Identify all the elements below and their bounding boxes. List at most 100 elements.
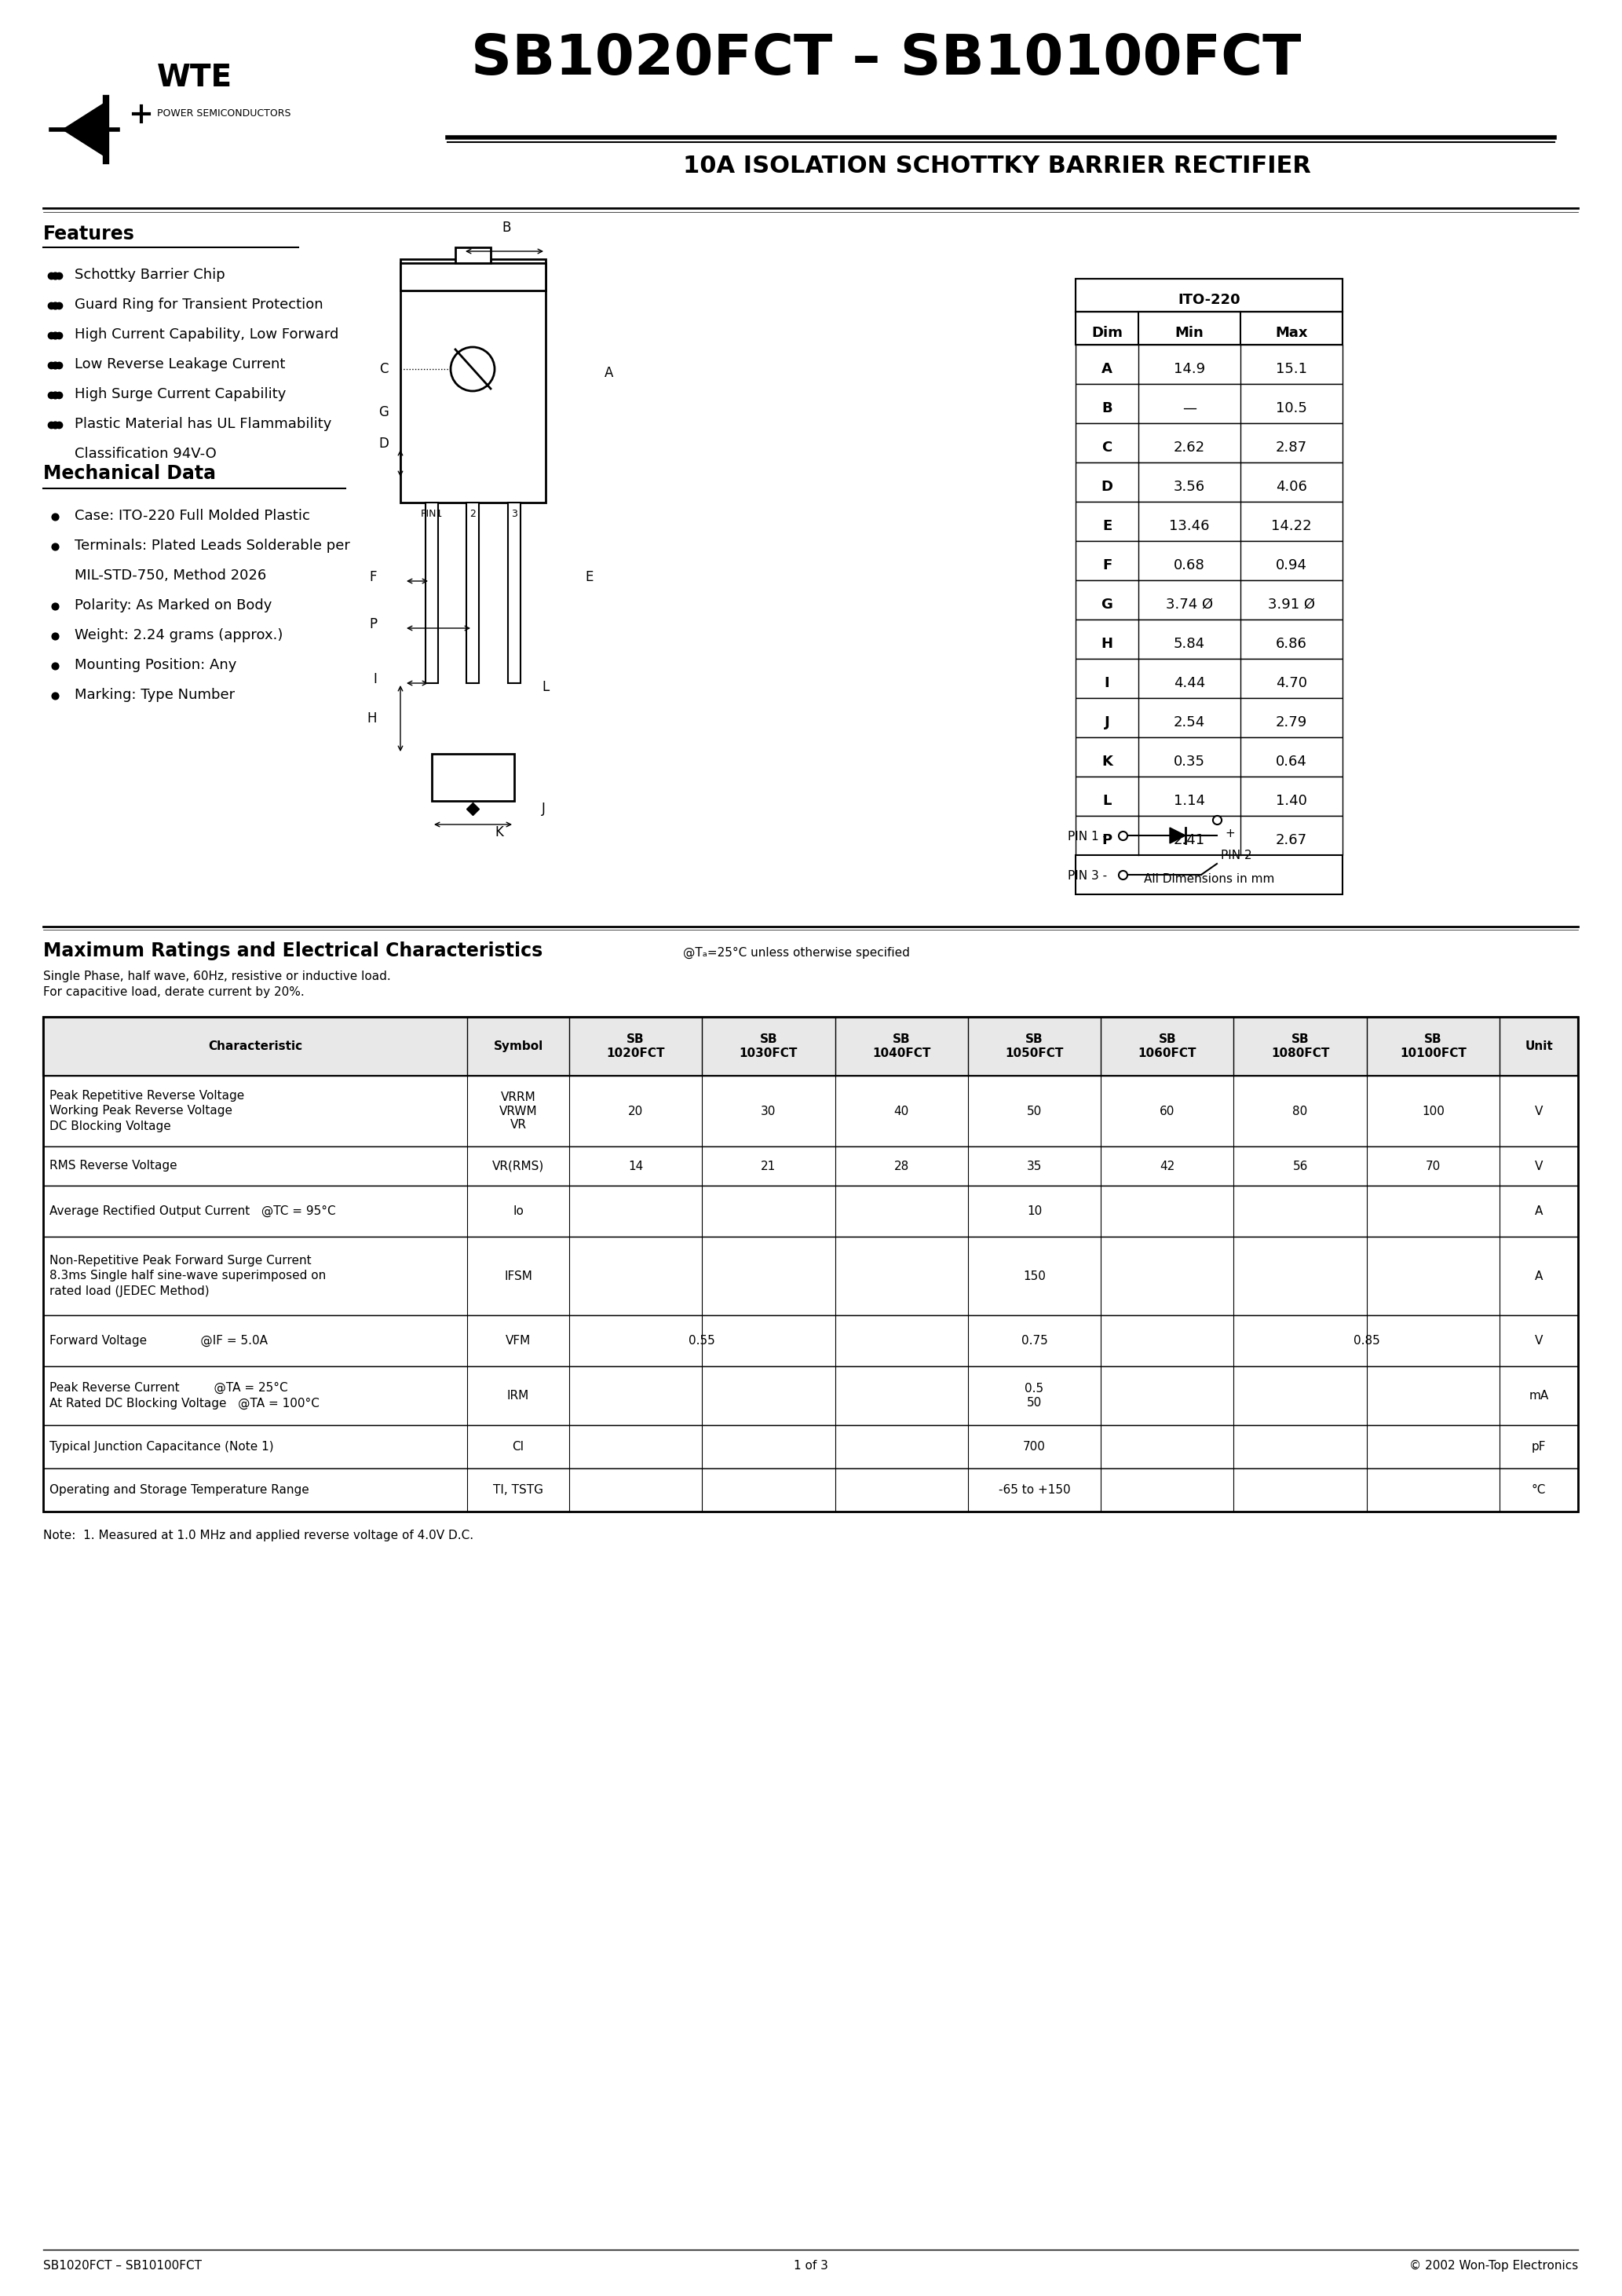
Text: Plastic Material has UL Flammability: Plastic Material has UL Flammability: [75, 418, 331, 432]
Text: TI, TSTG: TI, TSTG: [493, 1483, 543, 1497]
Text: 2.87: 2.87: [1277, 441, 1307, 455]
Text: Low Reverse Leakage Current: Low Reverse Leakage Current: [75, 358, 285, 372]
Text: All Dimensions in mm: All Dimensions in mm: [1144, 872, 1275, 886]
Bar: [1075, 503, 1343, 542]
Text: PIN1: PIN1: [420, 510, 443, 519]
Text: 40: 40: [894, 1104, 908, 1116]
Bar: [1075, 542, 1343, 581]
Bar: [1075, 659, 1343, 698]
Bar: [44, 1077, 1578, 1146]
Text: 1.14: 1.14: [1174, 794, 1205, 808]
Text: mA: mA: [1530, 1389, 1549, 1401]
Point: [42, 647, 68, 684]
Text: 50: 50: [1027, 1104, 1041, 1116]
Text: P: P: [1101, 833, 1113, 847]
Bar: [401, 259, 545, 503]
Text: VR(RMS): VR(RMS): [491, 1159, 543, 1171]
Text: 14.22: 14.22: [1272, 519, 1312, 533]
Text: Case: ITO-220 Full Molded Plastic: Case: ITO-220 Full Molded Plastic: [75, 510, 310, 523]
Point: [42, 317, 68, 354]
Text: 4.06: 4.06: [1277, 480, 1307, 494]
Point: [42, 377, 68, 413]
Point: [42, 287, 68, 324]
Text: L: L: [1103, 794, 1111, 808]
Text: Terminals: Plated Leads Solderable per: Terminals: Plated Leads Solderable per: [75, 540, 350, 553]
Point: [42, 498, 68, 535]
Bar: [431, 753, 514, 801]
Text: -65 to +150: -65 to +150: [999, 1483, 1071, 1497]
Text: SB
1040FCT: SB 1040FCT: [873, 1033, 931, 1058]
Text: C: C: [1101, 441, 1113, 455]
Text: 3.56: 3.56: [1174, 480, 1205, 494]
Bar: [44, 1077, 1578, 1146]
Text: 2.67: 2.67: [1277, 833, 1307, 847]
Bar: [1075, 312, 1343, 344]
Text: 10: 10: [1027, 1205, 1041, 1217]
Text: C: C: [380, 363, 389, 377]
Text: 0.35: 0.35: [1174, 755, 1205, 769]
Text: RMS Reverse Voltage: RMS Reverse Voltage: [49, 1159, 177, 1171]
Text: IRM: IRM: [508, 1389, 529, 1401]
Text: 15.1: 15.1: [1277, 363, 1307, 377]
Text: 0.75: 0.75: [1022, 1334, 1048, 1348]
Text: PIN 2: PIN 2: [1221, 850, 1252, 861]
Bar: [44, 1316, 1578, 1366]
Text: 14.9: 14.9: [1174, 363, 1205, 377]
Text: SB1020FCT – SB10100FCT: SB1020FCT – SB10100FCT: [470, 32, 1301, 87]
Text: E: E: [1103, 519, 1111, 533]
Text: Mounting Position: Any: Mounting Position: Any: [75, 659, 237, 673]
Text: 28: 28: [894, 1159, 908, 1171]
Text: High Current Capability, Low Forward: High Current Capability, Low Forward: [75, 328, 339, 342]
Text: D: D: [1101, 480, 1113, 494]
Text: 700: 700: [1023, 1442, 1046, 1453]
Text: Average Rectified Output Current   @TC = 95°C: Average Rectified Output Current @TC = 9…: [49, 1205, 336, 1217]
Text: Characteristic: Characteristic: [208, 1040, 302, 1052]
Bar: [1075, 698, 1343, 737]
Text: SB
1060FCT: SB 1060FCT: [1139, 1033, 1197, 1058]
Bar: [1075, 278, 1343, 312]
Bar: [1075, 737, 1343, 776]
Bar: [44, 1316, 1578, 1366]
Text: 0.64: 0.64: [1277, 755, 1307, 769]
Text: B: B: [1101, 402, 1113, 416]
Text: Symbol: Symbol: [493, 1040, 543, 1052]
Point: [42, 588, 68, 625]
Text: 2.54: 2.54: [1174, 716, 1205, 730]
Bar: [1075, 854, 1343, 895]
Bar: [44, 1146, 1578, 1185]
Text: 3: 3: [511, 510, 517, 519]
Bar: [44, 1469, 1578, 1511]
Text: 3.74 Ø: 3.74 Ø: [1166, 597, 1213, 611]
Text: © 2002 Won-Top Electronics: © 2002 Won-Top Electronics: [1410, 2259, 1578, 2271]
Text: Peak Repetitive Reverse Voltage
Working Peak Reverse Voltage
DC Blocking Voltage: Peak Repetitive Reverse Voltage Working …: [49, 1091, 245, 1132]
Bar: [44, 1238, 1578, 1316]
Text: High Surge Current Capability: High Surge Current Capability: [75, 388, 285, 402]
Bar: [1075, 278, 1343, 312]
Text: PIN 3 -: PIN 3 -: [1067, 870, 1106, 882]
Text: Note:  1. Measured at 1.0 MHz and applied reverse voltage of 4.0V D.C.: Note: 1. Measured at 1.0 MHz and applied…: [44, 1529, 474, 1541]
Text: D: D: [378, 436, 389, 450]
Text: ITO-220: ITO-220: [1178, 294, 1241, 308]
Point: [42, 257, 68, 294]
Text: J: J: [1105, 716, 1109, 730]
Text: Operating and Storage Temperature Range: Operating and Storage Temperature Range: [49, 1483, 310, 1497]
Bar: [44, 1426, 1578, 1469]
Text: SB
1030FCT: SB 1030FCT: [740, 1033, 798, 1058]
Text: CI: CI: [513, 1442, 524, 1453]
Bar: [44, 1185, 1578, 1238]
Text: SB
1020FCT: SB 1020FCT: [607, 1033, 665, 1058]
Text: A: A: [605, 365, 613, 381]
Text: J: J: [542, 801, 545, 815]
Text: PIN 1 -: PIN 1 -: [1067, 831, 1106, 843]
Text: Max: Max: [1275, 326, 1307, 340]
Text: 21: 21: [761, 1159, 775, 1171]
Bar: [1075, 312, 1343, 344]
Bar: [44, 1017, 1578, 1077]
Bar: [1075, 620, 1343, 659]
Text: 3.91 Ø: 3.91 Ø: [1268, 597, 1315, 611]
Text: IFSM: IFSM: [504, 1270, 532, 1281]
Text: 10A ISOLATION SCHOTTKY BARRIER RECTIFIER: 10A ISOLATION SCHOTTKY BARRIER RECTIFIER: [683, 154, 1311, 177]
Text: Schottky Barrier Chip: Schottky Barrier Chip: [75, 269, 225, 282]
Text: VRRM
VRWM
VR: VRRM VRWM VR: [500, 1091, 537, 1130]
Polygon shape: [63, 101, 105, 156]
